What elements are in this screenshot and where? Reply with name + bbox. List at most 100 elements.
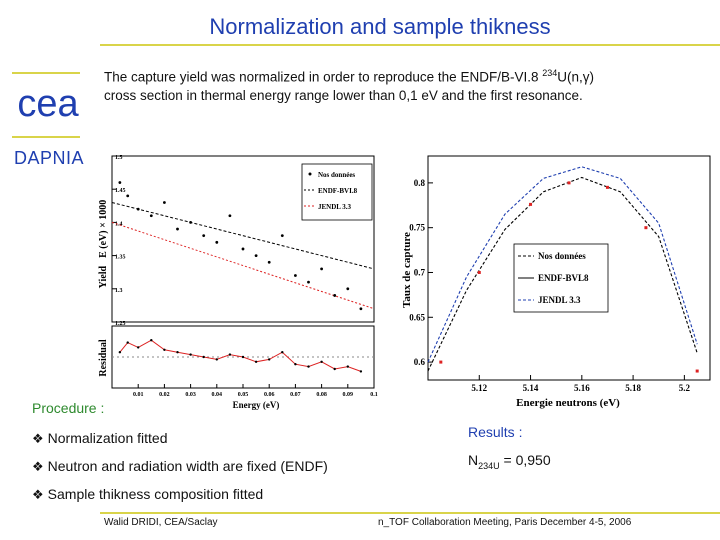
residual-point [320, 360, 323, 363]
data-point [176, 227, 179, 231]
data-point [346, 287, 350, 291]
yield-legend: Nos données ENDF-BVI.8 JENDL 3.3 [301, 163, 373, 221]
data-point [202, 234, 206, 238]
residual-point [268, 358, 271, 361]
residual-point [137, 346, 140, 349]
capture-xtick-label: 5.12 [471, 383, 487, 393]
data-point [136, 207, 140, 211]
data-point [241, 247, 245, 251]
data-point [189, 221, 192, 224]
intro-isotope: 234 [542, 68, 558, 78]
results-heading: Results : [468, 424, 523, 440]
energy-xtick-label: 0.07 [290, 392, 301, 398]
energy-xtick-label: 0.06 [264, 392, 275, 398]
yield-plot-frame [111, 155, 375, 323]
residual-axis-label: Residual [98, 339, 109, 376]
residual-point [202, 355, 205, 359]
logo-divider-bottom [12, 136, 80, 138]
capture-xlabel: Energie neutrons (eV) [516, 397, 620, 409]
residual-point [176, 351, 179, 354]
intro-line2: cross section in thermal energy range lo… [104, 87, 583, 103]
footer-author: Walid DRIDI, CEA/Saclay [104, 517, 218, 528]
energy-xtick-label: 0.05 [238, 392, 249, 398]
yield-ytick-label: 1.5 [115, 155, 123, 161]
measured-point [605, 185, 609, 189]
energy-xtick-label: 0.03 [185, 392, 196, 398]
residual-point [346, 365, 349, 368]
yield-chart: 1.5 1.45 1.4 1.35 1.3 1.25 0.01 0.02 0.03 0.04 0.… [98, 155, 378, 410]
residual-point [359, 370, 363, 373]
data-point [228, 214, 232, 218]
energy-axis-label: Energy (eV) [233, 400, 280, 410]
procedure-heading: Procedure : [32, 400, 105, 416]
result-symbol: N [468, 452, 479, 468]
bullet-text: Neutron and radiation width are fixed (E… [47, 458, 328, 474]
energy-xtick-label: 0.01 [133, 392, 144, 398]
data-point [126, 194, 130, 198]
data-point [333, 294, 337, 297]
data-point [359, 307, 363, 311]
endf-curve [427, 176, 698, 372]
data-point [163, 201, 166, 204]
residual-point [215, 358, 218, 361]
legend-left-2: JENDL 3.3 [318, 203, 352, 211]
data-point [294, 274, 297, 277]
yield-ytick-label: 1.3 [115, 288, 123, 294]
residual-point [294, 363, 297, 366]
measured-point [695, 369, 699, 373]
bullet-text: Normalization fitted [47, 430, 168, 446]
lab-name: DAPNIA [14, 148, 85, 168]
residual-point [163, 348, 166, 351]
jendl-curve [427, 166, 698, 363]
bullet-icon: ❖ [32, 459, 44, 474]
intro-part1: The capture yield was normalized in orde… [104, 69, 543, 85]
data-point [320, 267, 323, 271]
data-point [215, 240, 219, 244]
residual-point [333, 367, 336, 371]
bullet-normalization: ❖ Normalization fitted [32, 430, 167, 447]
data-point [280, 234, 284, 238]
capture-ytick-label: 0.65 [409, 312, 425, 322]
bullet-icon: ❖ [32, 487, 44, 502]
capture-xtick-label: 5.18 [625, 383, 641, 393]
cea-logo: cea [17, 83, 79, 125]
bullet-widths: ❖ Neutron and radiation width are fixed (… [32, 458, 328, 475]
legend-right-1: ENDF-BVL8 [538, 273, 589, 283]
measured-point [567, 181, 571, 185]
capture-plot-frame [427, 155, 711, 381]
energy-xtick-label: 0.04 [212, 392, 223, 398]
bullet-thickness: ❖ Sample thikness composition fitted [32, 486, 263, 503]
legend-left-1: ENDF-BVI.8 [318, 187, 358, 195]
logo-divider-top [12, 72, 80, 74]
yield-ytick-label: 1.35 [115, 255, 126, 261]
endf-series-line [111, 201, 375, 270]
data-point [254, 254, 258, 257]
energy-xtick-label: 0.08 [316, 392, 327, 398]
footer-event: n_TOF Collaboration Meeting, Paris Decem… [378, 517, 632, 528]
residual-point [126, 341, 129, 344]
residual-point [281, 351, 284, 354]
measured-point [477, 270, 481, 274]
energy-xtick-label: 0.09 [343, 392, 354, 398]
capture-chart: 0.8 0.75 0.7 0.65 0.6 5.12 5.14 5.16 5.18 5.2 Ta… [401, 155, 711, 409]
energy-xtick-label: 0.1 [370, 392, 378, 398]
result-value: N234U = 0,950 [468, 452, 551, 471]
residual-point [241, 355, 245, 359]
measured-point [529, 202, 533, 206]
legend-left-0: Nos données [318, 171, 355, 179]
measured-point [439, 360, 443, 364]
residual-point [254, 360, 258, 363]
capture-ytick-label: 0.75 [409, 223, 425, 233]
capture-xtick-label: 5.14 [523, 383, 539, 393]
data-point [307, 280, 310, 284]
capture-xtick-label: 5.16 [574, 383, 590, 393]
yield-ytick-label: 1.25 [115, 321, 126, 327]
capture-ytick-label: 0.7 [414, 267, 426, 277]
capture-xtick-label: 5.2 [679, 383, 691, 393]
intro-text: The capture yield was normalized in orde… [104, 64, 704, 105]
yield-axis-label: Yield E (eV) × 1000 [98, 200, 109, 289]
residual-point [307, 365, 310, 368]
footer-divider [100, 512, 720, 514]
legend-right-0: Nos données [538, 251, 586, 261]
capture-ytick-label: 0.8 [414, 178, 426, 188]
